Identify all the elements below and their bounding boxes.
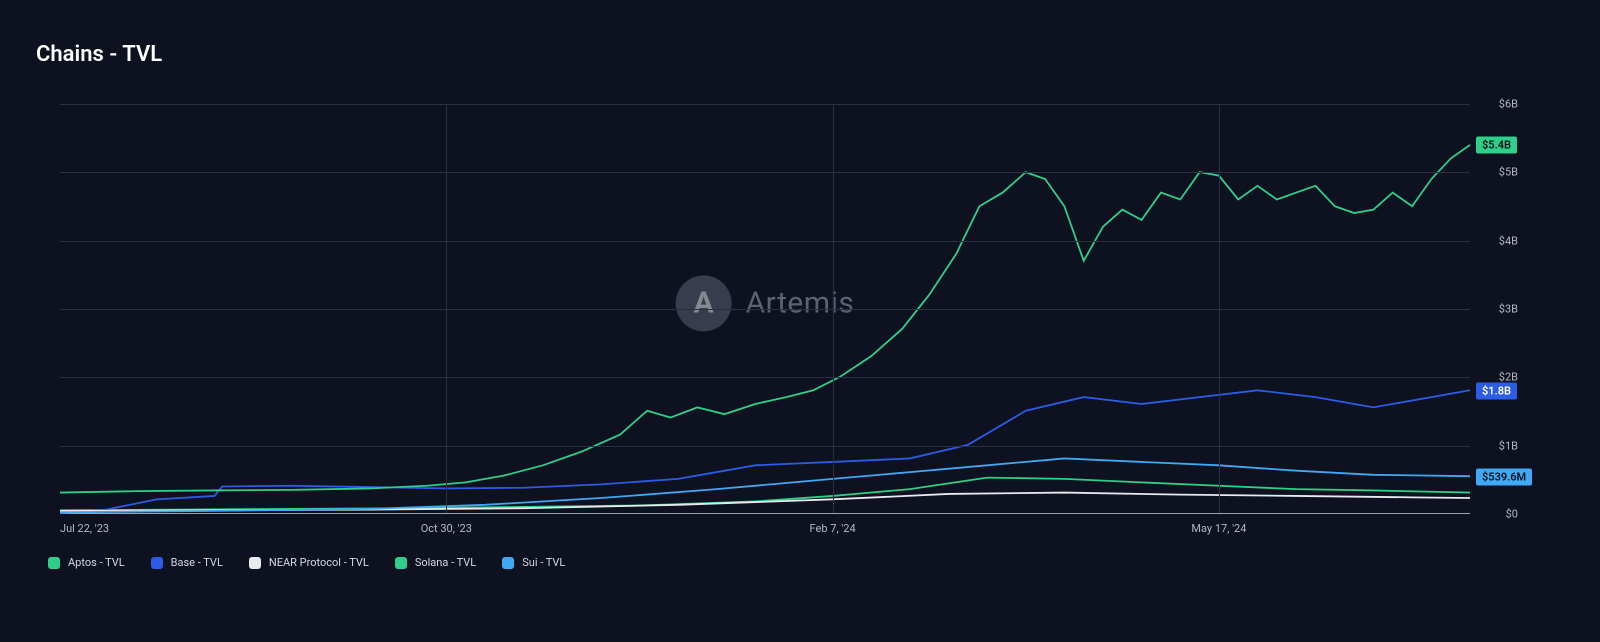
legend-item[interactable]: Aptos - TVL (48, 556, 125, 569)
legend-item[interactable]: Base - TVL (151, 556, 223, 569)
y-axis-label: $1B (1499, 439, 1518, 452)
y-axis-label: $4B (1499, 234, 1518, 247)
legend-swatch-icon (249, 557, 261, 569)
legend-swatch-icon (48, 557, 60, 569)
series-line (60, 390, 1470, 513)
legend-swatch-icon (151, 557, 163, 569)
gridline-v (1219, 104, 1220, 513)
x-axis-label: Oct 30, '23 (421, 522, 472, 535)
series-end-badge: $539.6M (1476, 469, 1532, 486)
gridline-h (60, 446, 1470, 447)
y-axis-label: $0 (1506, 508, 1518, 521)
y-axis-label: $3B (1499, 303, 1518, 316)
series-end-badge: $5.4B (1476, 137, 1517, 154)
x-axis-label: May 17, '24 (1191, 522, 1246, 535)
legend-label: Solana - TVL (415, 556, 476, 569)
gridline-v (446, 104, 447, 513)
plot-area: A Artemis $0$1B$2B$3B$4B$5B$6BJul 22, '2… (60, 104, 1470, 514)
gridline-h (60, 377, 1470, 378)
gridline-v (833, 104, 834, 513)
legend-label: Aptos - TVL (68, 556, 125, 569)
legend-label: Base - TVL (171, 556, 223, 569)
chart-container: A Artemis $0$1B$2B$3B$4B$5B$6BJul 22, '2… (44, 104, 1564, 524)
series-line (60, 478, 1470, 511)
page-title: Chains - TVL (36, 42, 162, 67)
x-axis-label: Jul 22, '23 (60, 522, 109, 535)
gridline-h (60, 309, 1470, 310)
legend-item[interactable]: NEAR Protocol - TVL (249, 556, 369, 569)
legend: Aptos - TVL Base - TVL NEAR Protocol - TVL… (48, 556, 565, 569)
gridline-h (60, 172, 1470, 173)
legend-label: Sui - TVL (522, 556, 565, 569)
series-end-badge: $1.8B (1476, 383, 1517, 400)
legend-swatch-icon (395, 557, 407, 569)
gridline-h (60, 241, 1470, 242)
gridline-h (60, 104, 1470, 105)
legend-label: NEAR Protocol - TVL (269, 556, 369, 569)
x-axis-label: Feb 7, '24 (810, 522, 856, 535)
y-axis-label: $5B (1499, 166, 1518, 179)
y-axis-label: $6B (1499, 98, 1518, 111)
legend-item[interactable]: Solana - TVL (395, 556, 476, 569)
series-line (60, 145, 1470, 493)
legend-item[interactable]: Sui - TVL (502, 556, 565, 569)
legend-swatch-icon (502, 557, 514, 569)
